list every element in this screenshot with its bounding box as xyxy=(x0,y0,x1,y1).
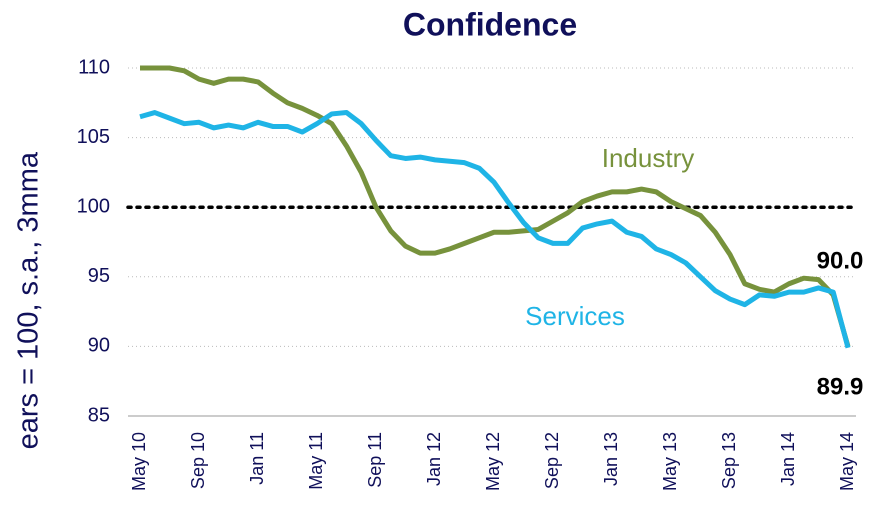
x-tick-label: May 12 xyxy=(483,432,503,491)
y-axis-label: ears = 100, s.a., 3mma xyxy=(13,151,45,449)
y-tick-label: 110 xyxy=(78,56,110,78)
x-tick-label: Sep 13 xyxy=(719,432,739,489)
x-tick-label: May 14 xyxy=(837,432,857,491)
x-tick-label: Sep 12 xyxy=(542,432,562,489)
end-label: 90.0 xyxy=(817,247,864,274)
y-tick-label: 90 xyxy=(88,335,110,357)
series-line xyxy=(139,110,851,349)
chart-title: Confidence xyxy=(403,6,577,42)
x-tick-label: Sep 10 xyxy=(188,432,208,489)
series-label: Services xyxy=(525,301,625,331)
series-line xyxy=(140,65,851,348)
x-tick-label: Jan 13 xyxy=(601,432,621,486)
y-tick-label: 85 xyxy=(88,404,110,426)
x-tick-label: May 11 xyxy=(306,432,326,490)
series-label: Industry xyxy=(602,143,695,173)
y-tick-label: 105 xyxy=(77,126,110,148)
y-tick-label: 95 xyxy=(88,265,110,287)
x-tick-label: May 13 xyxy=(660,432,680,491)
end-label: 89.9 xyxy=(817,373,864,400)
x-tick-label: Jan 11 xyxy=(247,432,267,485)
x-tick-label: May 10 xyxy=(129,432,149,491)
x-tick-label: Jan 14 xyxy=(778,432,798,486)
y-tick-label: 100 xyxy=(77,195,110,217)
x-tick-label: Jan 12 xyxy=(424,432,444,486)
x-tick-label: Sep 11 xyxy=(365,432,385,488)
